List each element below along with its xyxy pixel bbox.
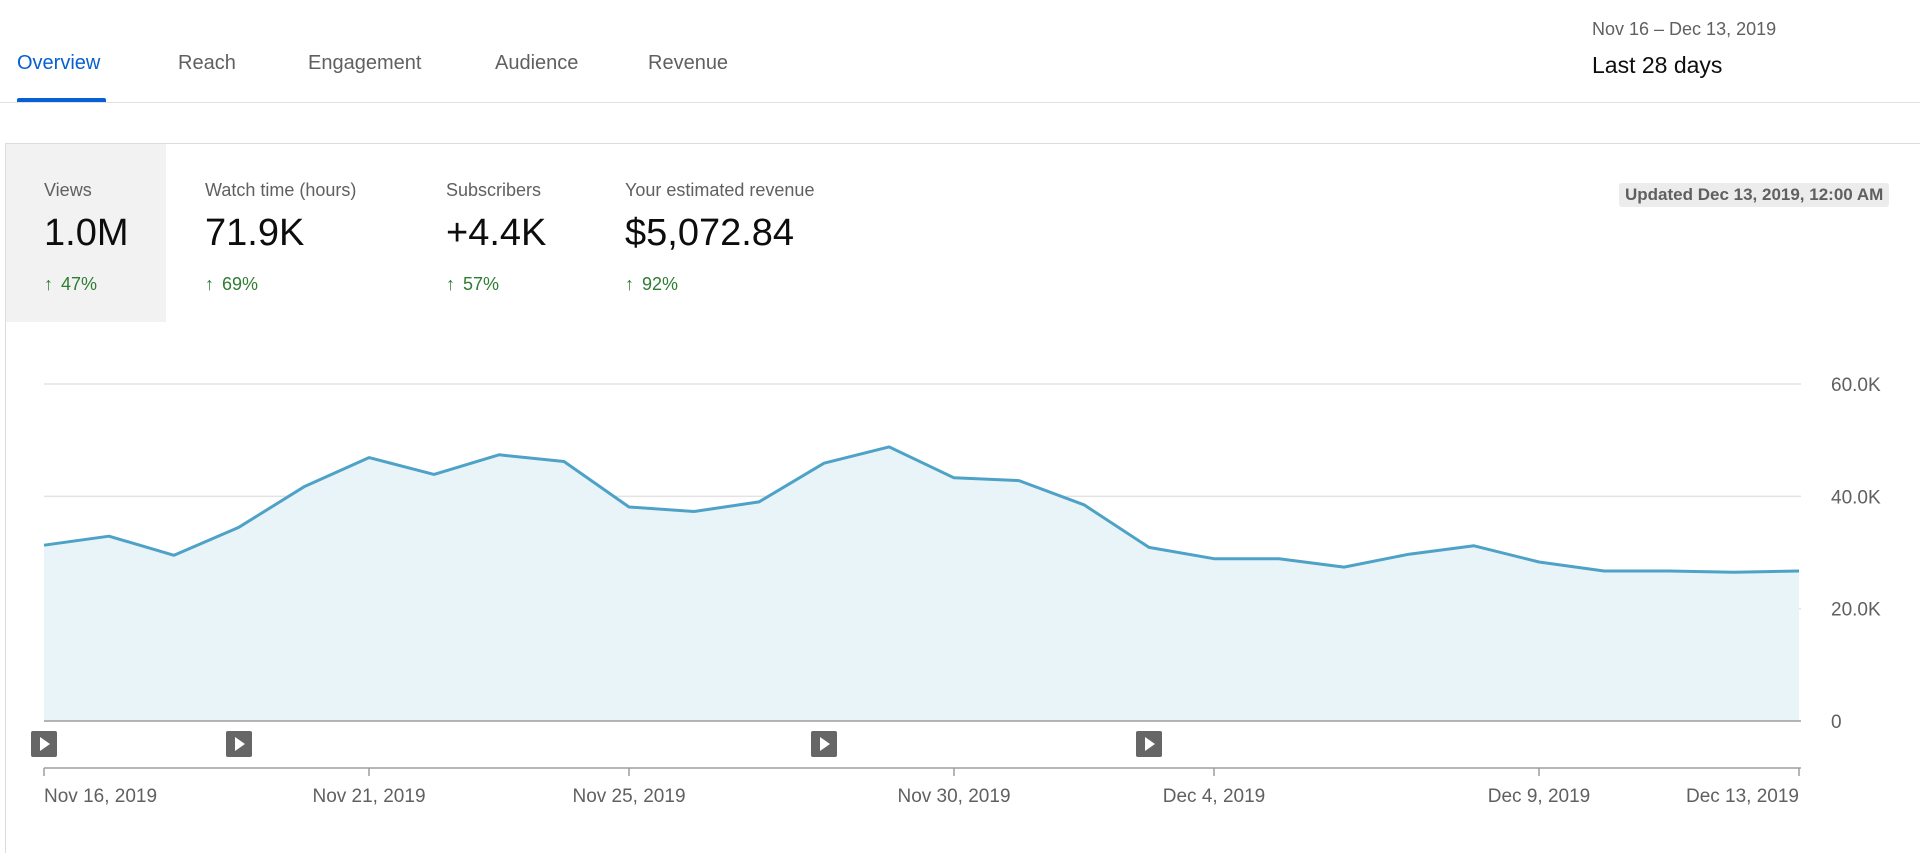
data-point[interactable]	[948, 472, 960, 484]
tab-audience[interactable]: Audience	[495, 52, 579, 74]
video-published-marker[interactable]	[31, 731, 57, 757]
metric-value: 1.0M	[44, 212, 129, 254]
video-published-marker[interactable]	[1136, 731, 1162, 757]
data-point[interactable]	[753, 496, 765, 508]
metrics-card: Views 1.0M ↑ 47% Watch time (hours) 71.9K…	[5, 143, 1920, 853]
metric-label: Subscribers	[446, 180, 542, 200]
metric-subscribers[interactable]: Subscribers +4.4K ↑ 57%	[406, 144, 586, 322]
metric-label: Your estimated revenue	[625, 180, 815, 200]
data-point[interactable]	[168, 549, 180, 561]
data-point[interactable]	[103, 530, 115, 542]
metric-watch-time[interactable]: Watch time (hours) 71.9K ↑ 69%	[166, 144, 406, 322]
metric-change: ↑ 57%	[446, 274, 499, 295]
metric-value: +4.4K	[446, 212, 547, 254]
metric-estimated-revenue[interactable]: Your estimated revenue $5,072.84 ↑ 92%	[586, 144, 856, 322]
data-point[interactable]	[1403, 548, 1415, 560]
metric-change-value: 57%	[463, 274, 500, 294]
data-point[interactable]	[298, 481, 310, 493]
data-point[interactable]	[1078, 499, 1090, 511]
arrow-up-icon: ↑	[446, 274, 455, 294]
data-point[interactable]	[1533, 556, 1545, 568]
data-point[interactable]	[493, 449, 505, 461]
metric-value: $5,072.84	[625, 212, 795, 254]
data-point[interactable]	[1013, 475, 1025, 487]
updated-timestamp-badge: Updated Dec 13, 2019, 12:00 AM	[1619, 183, 1890, 207]
analytics-header: Overview Reach Engagement Audience Reven…	[0, 0, 1920, 103]
date-range-selector[interactable]: Last 28 days	[1592, 52, 1723, 78]
metric-change-value: 92%	[642, 274, 679, 294]
metric-value: 71.9K	[205, 212, 305, 254]
data-point[interactable]	[1468, 540, 1480, 552]
data-point[interactable]	[233, 521, 245, 533]
date-range-dates: Nov 16 – Dec 13, 2019	[1592, 19, 1777, 39]
video-published-marker[interactable]	[226, 731, 252, 757]
data-point[interactable]	[1598, 565, 1610, 577]
metric-label: Watch time (hours)	[205, 180, 357, 200]
data-point[interactable]	[38, 539, 50, 551]
data-point[interactable]	[558, 456, 570, 468]
tab-revenue[interactable]: Revenue	[648, 52, 729, 74]
data-point[interactable]	[1728, 566, 1740, 578]
data-point[interactable]	[818, 457, 830, 469]
arrow-up-icon: ↑	[44, 274, 53, 294]
play-icon	[820, 737, 830, 751]
metric-label: Views	[44, 180, 92, 200]
tab-engagement[interactable]: Engagement	[308, 52, 422, 74]
video-published-marker[interactable]	[811, 731, 837, 757]
arrow-up-icon: ↑	[205, 274, 214, 294]
active-tab-indicator	[17, 98, 106, 102]
data-point[interactable]	[1793, 565, 1805, 577]
data-point[interactable]	[1208, 553, 1220, 565]
tab-overview[interactable]: Overview	[17, 52, 101, 74]
data-point[interactable]	[1338, 561, 1350, 573]
metric-change: ↑ 69%	[205, 274, 258, 295]
play-icon	[1145, 737, 1155, 751]
metric-change: ↑ 47%	[44, 274, 97, 295]
data-point[interactable]	[688, 505, 700, 517]
data-point[interactable]	[363, 452, 375, 464]
data-point[interactable]	[1273, 553, 1285, 565]
data-point[interactable]	[1663, 565, 1675, 577]
data-point[interactable]	[428, 468, 440, 480]
data-point[interactable]	[623, 501, 635, 513]
metric-change-value: 69%	[222, 274, 259, 294]
play-icon	[40, 737, 50, 751]
metric-views[interactable]: Views 1.0M ↑ 47%	[6, 144, 166, 322]
data-point[interactable]	[883, 441, 895, 453]
data-point[interactable]	[1143, 541, 1155, 553]
play-icon	[235, 737, 245, 751]
metric-change-value: 47%	[61, 274, 98, 294]
metric-change: ↑ 92%	[625, 274, 678, 295]
tab-reach[interactable]: Reach	[178, 52, 236, 74]
arrow-up-icon: ↑	[625, 274, 634, 294]
